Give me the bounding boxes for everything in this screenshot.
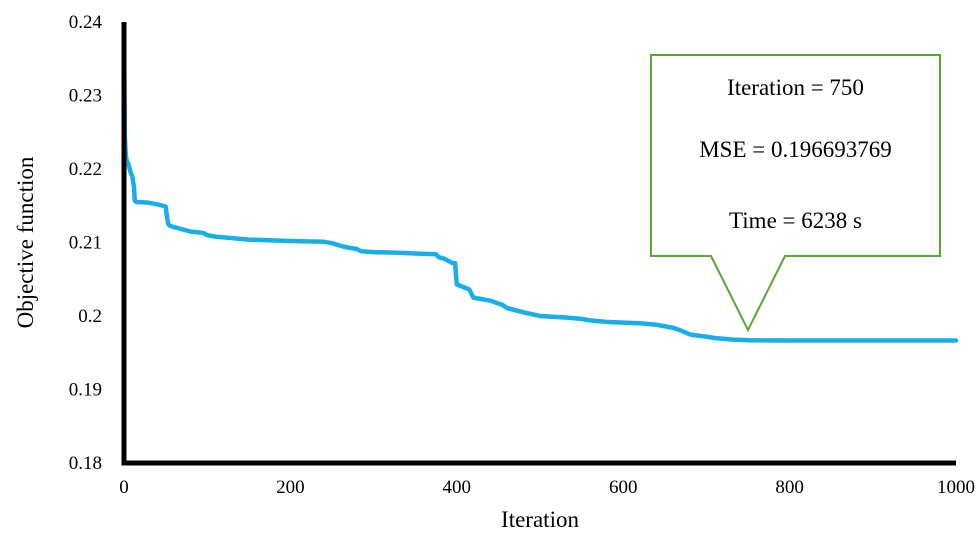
x-tick-label: 400 — [443, 477, 472, 498]
y-axis-ticks: 0.18 0.19 0.2 0.21 0.22 0.23 0.24 — [69, 12, 103, 474]
annotation-mse-text: MSE = 0.196693769 — [699, 137, 892, 162]
y-tick-label: 0.22 — [69, 159, 102, 180]
annotation-callout-box — [650, 54, 941, 333]
annotation-time-text: Time = 6238 s — [729, 208, 862, 233]
x-tick-label: 600 — [609, 477, 638, 498]
x-tick-label: 800 — [775, 477, 804, 498]
x-tick-label: 1000 — [937, 477, 975, 498]
series-line-0 — [121, 30, 959, 343]
y-tick-label: 0.21 — [69, 233, 102, 254]
y-tick-label: 0.23 — [69, 86, 102, 107]
plot-area — [121, 30, 959, 343]
y-tick-label: 0.2 — [78, 306, 102, 327]
annotation-callout: Iteration = 750 MSE = 0.196693769 Time =… — [650, 54, 941, 333]
y-tick-label: 0.18 — [69, 453, 102, 474]
x-axis-label: Iteration — [501, 507, 579, 532]
x-tick-label: 0 — [119, 477, 129, 498]
x-tick-label: 200 — [276, 477, 305, 498]
y-tick-label: 0.19 — [69, 380, 102, 401]
y-axis-label: Objective function — [13, 156, 38, 328]
y-tick-label: 0.24 — [69, 12, 103, 33]
annotation-iteration-text: Iteration = 750 — [727, 75, 864, 100]
x-axis-ticks: 0 200 400 600 800 1000 — [119, 477, 975, 498]
